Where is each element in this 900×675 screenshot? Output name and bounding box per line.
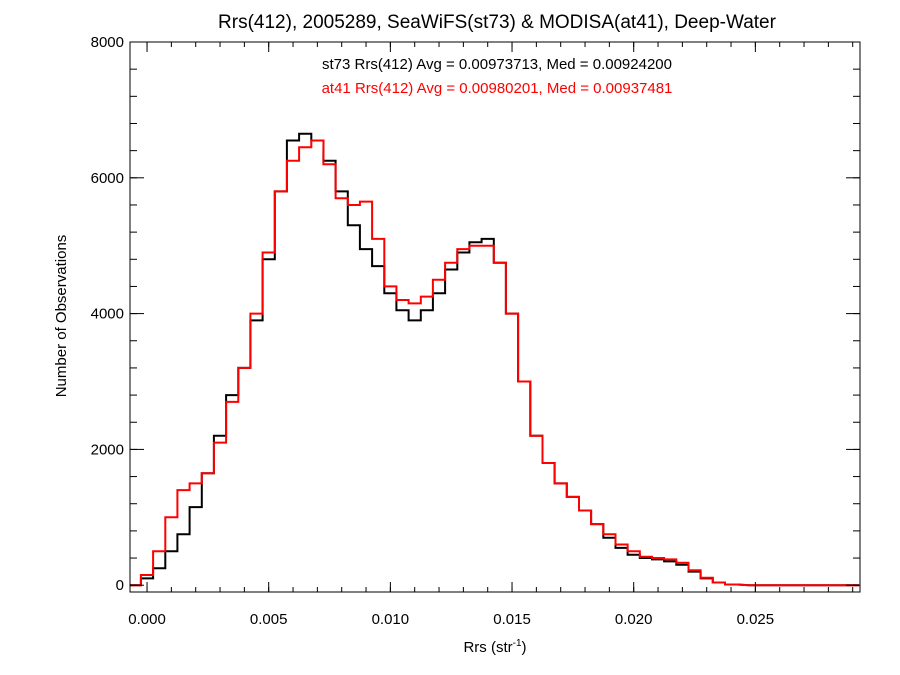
x-axis-label: Rrs (str-1) xyxy=(463,638,526,656)
x-axis-label-close: ) xyxy=(522,639,527,656)
x-tick-label: 0.015 xyxy=(493,611,531,628)
y-tick-label: 8000 xyxy=(91,34,124,51)
y-tick-label: 2000 xyxy=(91,441,124,458)
x-tick-label: 0.005 xyxy=(250,611,288,628)
x-tick-label: 0.025 xyxy=(737,611,775,628)
series-line-0 xyxy=(130,132,859,587)
chart-title: Rrs(412), 2005289, SeaWiFS(st73) & MODIS… xyxy=(218,12,777,33)
y-tick-label: 4000 xyxy=(91,306,124,323)
y-tick-label: 0 xyxy=(116,577,124,594)
x-tick-label: 0.010 xyxy=(372,611,410,628)
x-axis-ticks: 0.000 0.005 0.010 0.015 0.020 0.025 xyxy=(128,42,854,628)
y-axis-ticks: 0 2000 4000 6000 8000 xyxy=(91,34,860,594)
annotation-at41: at41 Rrs(412) Avg = 0.00980201, Med = 0.… xyxy=(322,80,673,97)
x-tick-label: 0.000 xyxy=(128,611,166,628)
x-tick-label: 0.020 xyxy=(615,611,653,628)
y-axis-label: Number of Observations xyxy=(53,235,70,398)
x-axis-label-sup: -1 xyxy=(513,638,522,649)
annotation-st73: st73 Rrs(412) Avg = 0.00973713, Med = 0.… xyxy=(322,56,672,73)
series-layer xyxy=(130,132,859,587)
plot-frame xyxy=(129,41,861,593)
series-line-1 xyxy=(130,139,859,587)
x-axis-label-main: Rrs (str xyxy=(463,639,512,656)
y-tick-label: 6000 xyxy=(91,170,124,187)
